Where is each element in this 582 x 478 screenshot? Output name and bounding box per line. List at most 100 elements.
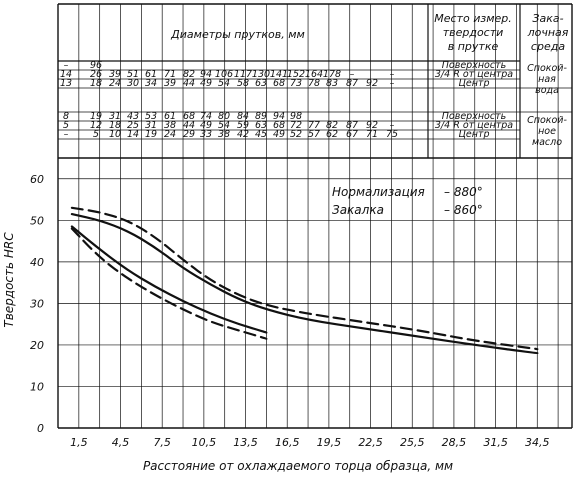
table-cell-r4-c2: 18 [109,120,121,131]
table-cell-r0-c1: 96 [90,60,102,71]
y-tick-label-6: 60 [30,173,44,186]
table-cell-r5-c2: 10 [109,129,121,140]
y-axis-label: Твердость HRC [2,232,16,328]
series-line-1 [70,206,539,351]
table-header-media-3: среда [531,40,565,53]
table-cell-r1-c0: 14 [60,69,72,80]
chart-series [70,206,539,355]
x-tick-label-10: 31,5 [483,436,508,449]
table-cell-r3-c6: 68 [183,111,195,122]
table-cell-r2-c2: 24 [109,78,121,89]
y-tick-label-5: 50 [30,214,44,227]
table-cell-r3-c9: 84 [237,111,249,122]
table-cell-r4-c17: – [390,120,395,131]
table-cell-r1-c1: 26 [90,69,102,80]
x-tick-label-0: 1,5 [70,436,88,449]
table-cell-r4-c11: 68 [273,120,285,131]
table-cell-r2-c3: 30 [127,78,139,89]
table-cell-r1-c10: 130 [252,69,270,80]
table-cell-r1-c15: – [350,69,355,80]
table-cell-r4-c10: 63 [255,120,267,131]
table-cell-r4-c15: 87 [346,120,358,131]
table-cell-r5-c12: 52 [290,129,302,140]
x-tick-label-6: 19,5 [317,436,342,449]
table-media-0-line-0: Спокой- [527,63,567,74]
table-cell-r4-c4: 31 [145,120,157,131]
table-cell-r4-c7: 49 [200,120,212,131]
table-cell-r2-c17: – [390,78,395,89]
table-cell-r1-c5: 71 [164,69,176,80]
table-cell-r0-c0: – [64,60,69,71]
table-cell-r4-c13: 77 [308,120,320,131]
table-media-1-line-2: масло [532,137,562,148]
table-cell-r1-c11: 141 [270,69,288,80]
table-cell-r1-c12: 152 [287,69,305,80]
table-cell-r1-c6: 82 [183,69,195,80]
table-cell-r3-c2: 31 [109,111,121,122]
table-cell-r2-c13: 78 [308,78,320,89]
table-cell-r4-c12: 72 [290,120,302,131]
annotation-label-normalization: Нормализация [332,185,425,199]
table-cell-r1-c7: 94 [200,69,212,80]
x-tick-label-9: 28,5 [442,436,467,449]
table-media-0-line-2: вода [535,85,559,96]
table-cell-r1-c13: 164 [305,69,323,80]
table-cell-r3-c5: 61 [164,111,176,122]
table-cell-r1-c4: 61 [145,69,157,80]
table-header-media-2: лочная [527,26,569,39]
table-cell-r4-c16: 92 [366,120,378,131]
x-tick-label-7: 22,5 [358,436,383,449]
table-cell-r4-c5: 38 [164,120,176,131]
x-tick-label-3: 10,5 [192,436,217,449]
table-cell-r5-c6: 29 [183,129,195,140]
y-tick-label-4: 40 [30,256,44,269]
table-cell-r3-c3: 43 [127,111,139,122]
table-cell-r5-c1: 5 [93,129,99,140]
table-cell-r5-c9: 42 [237,129,249,140]
table-cell-r5-c15: 67 [346,129,358,140]
table-text: Диаметры прутков, мм Место измер. твердо… [60,12,569,148]
table-place-r1: 3/4 R от центра [435,69,513,80]
table-header-place-3: в прутке [448,40,499,53]
x-tick-label-5: 16,5 [275,436,300,449]
x-tick-label-2: 7,5 [153,436,171,449]
table-cell-r2-c11: 68 [273,78,285,89]
table-cell-r3-c11: 94 [273,111,285,122]
table-cell-r3-c0: 8 [63,111,69,122]
table-media-0-line-1: ная [538,74,556,85]
series-line-3 [70,227,268,340]
table-place-r3: Поверхность [442,111,506,122]
table-cell-r3-c12: 98 [290,111,302,122]
table-cell-r1-c8: 106 [215,69,233,80]
table-cell-r2-c4: 34 [145,78,157,89]
table-cell-r1-c2: 39 [109,69,121,80]
table-cell-r2-c15: 87 [346,78,358,89]
table-cell-r1-c14: 178 [323,69,341,80]
table-cell-r2-c0: 13 [60,78,72,89]
table-header-media-1: Зака- [532,12,563,25]
series-line-2 [70,225,268,334]
table-cell-r1-c17: – [390,69,395,80]
table-cell-r2-c10: 63 [255,78,267,89]
table-cell-r4-c1: 12 [90,120,102,131]
table-cell-r4-c8: 54 [218,120,230,131]
x-tick-label-11: 34,5 [525,436,550,449]
table-cell-r5-c4: 19 [145,129,157,140]
table-place-r0: Поверхность [442,60,506,71]
table-cell-r3-c7: 74 [200,111,212,122]
x-tick-label-1: 4,5 [112,436,130,449]
y-tick-label-3: 30 [30,297,44,310]
table-cell-r2-c14: 83 [326,78,338,89]
table-cell-r1-c3: 51 [127,69,139,80]
chart-grid [58,4,572,429]
table-cell-r4-c9: 59 [237,120,249,131]
table-header-place-2: твердости [443,26,504,39]
table-cell-r2-c8: 54 [218,78,230,89]
table-cell-r2-c6: 44 [183,78,195,89]
series-line-0 [70,213,539,355]
table-cell-r2-c12: 73 [290,78,302,89]
table-cell-r5-c13: 57 [308,129,320,140]
chart-annotation: Нормализация – 880° Закалка – 860° [332,185,483,217]
table-cell-r5-c3: 14 [127,129,139,140]
table-cell-r5-c7: 33 [200,129,212,140]
